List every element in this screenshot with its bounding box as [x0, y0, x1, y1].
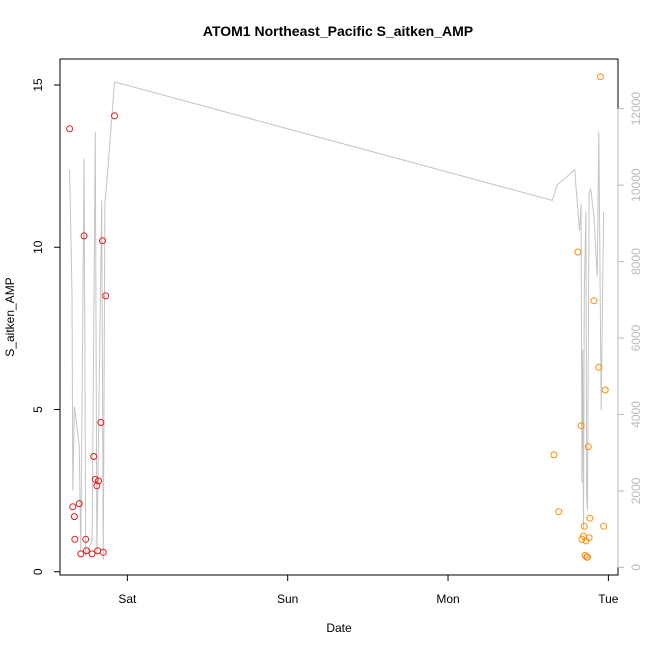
series-2-point-15 [590, 297, 598, 305]
y-tick-label: 15 [31, 78, 45, 92]
series-2-point-17 [596, 73, 604, 81]
series-1-point-15 [95, 477, 102, 485]
y-axis-label: S_aitken_AMP [3, 277, 17, 356]
series-2-point-16 [595, 363, 603, 371]
series-2-point-12 [584, 443, 592, 451]
series-1-point-8 [82, 535, 90, 543]
series-2-point-4 [577, 422, 585, 430]
secondary-y-tick-label: 10000 [629, 168, 643, 202]
secondary-y-tick-label: 4000 [629, 401, 643, 428]
series-1-point-14 [94, 547, 102, 555]
chart-title: ATOM1 Northeast_Pacific S_aitken_AMP [203, 23, 473, 39]
series-2-point-3 [574, 248, 582, 256]
series-1-point-13 [93, 482, 101, 490]
series-1-point-20 [111, 112, 118, 120]
y-axis: 0 5 10 15 [31, 78, 61, 575]
series-2-point-13 [585, 534, 593, 542]
secondary-y-tick-label: 12000 [629, 92, 643, 126]
series-1-point-7 [80, 232, 88, 240]
secondary-line [69, 81, 605, 560]
x-tick-label: Sat [118, 592, 137, 606]
series-2-point-2 [555, 508, 563, 516]
series-1-point-9 [83, 547, 90, 555]
secondary-series-line [69, 81, 605, 560]
x-tick-label: Mon [436, 592, 459, 606]
secondary-y-tick-label: 0 [629, 564, 643, 571]
series-1-point-16 [97, 419, 105, 426]
plot-frame [59, 58, 619, 576]
y-tick-label: 5 [31, 406, 45, 413]
series-1-point-17 [99, 237, 106, 245]
series-2-point-14 [586, 514, 594, 522]
series-1-point-19 [102, 292, 110, 300]
x-tick-label: Sun [277, 592, 298, 606]
series-1-point-11 [90, 453, 98, 460]
secondary-y-axis: 0 2000 4000 6000 8000 10000 12000 [617, 92, 643, 571]
series-1-point-1 [66, 125, 74, 133]
series-1-point-6 [77, 550, 85, 558]
series-1-point-4 [71, 535, 79, 543]
secondary-y-tick-label: 2000 [629, 477, 643, 504]
data-points [66, 73, 609, 561]
series-1-point-5 [75, 500, 83, 508]
series-2-point-7 [580, 522, 588, 530]
y-tick-label: 10 [31, 240, 45, 254]
series-2-point-19 [601, 386, 609, 394]
secondary-y-tick-label: 8000 [629, 248, 643, 275]
x-tick-label: Tue [598, 592, 619, 606]
series-1-point-2 [69, 503, 77, 511]
series-2-point-18 [600, 522, 608, 530]
series-1-point-3 [70, 513, 78, 521]
series-1-point-10 [88, 550, 96, 558]
series-2-point-1 [550, 451, 558, 459]
series-1-point-18 [99, 548, 107, 556]
x-axis-label: Date [326, 621, 352, 635]
y-tick-label: 0 [31, 568, 45, 575]
x-axis: Sat Sun Mon Tue [118, 574, 619, 606]
secondary-y-tick-label: 6000 [629, 324, 643, 351]
series-2-point-11 [584, 553, 591, 561]
